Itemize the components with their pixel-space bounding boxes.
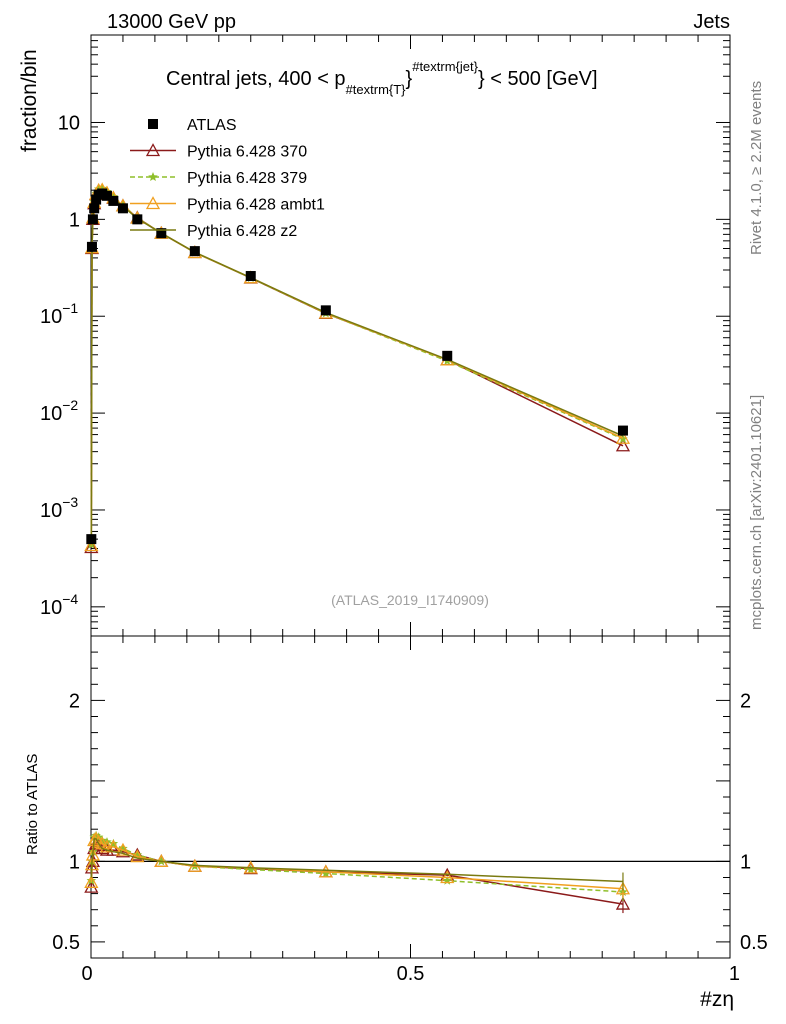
ratio-point (130, 849, 145, 863)
data-point (86, 241, 97, 252)
ratio-y-axis-label: Ratio to ATLAS (24, 754, 41, 855)
top-series-layer (84, 182, 631, 554)
y-tick-label: 10−2 (40, 397, 78, 425)
ratio-point (84, 874, 99, 888)
data-point (87, 214, 98, 225)
legend-label: Pythia 6.428 379 (187, 170, 307, 187)
ratio-y-tick-label-right: 1 (740, 851, 751, 873)
x-tick-label: 0.5 (397, 963, 425, 985)
legend: ATLAS Pythia 6.428 370 Pythia 6.428 379 Pyt… (130, 117, 325, 240)
data-point (615, 430, 631, 444)
legend-marker (148, 119, 158, 129)
ratio-point (440, 870, 455, 884)
data-point (84, 538, 99, 552)
ratio-point (246, 864, 256, 874)
legend-label: Pythia 6.428 370 (187, 144, 307, 161)
plot-title: Central jets, 400 < p#textrm{T}}#textrm{… (166, 59, 598, 97)
legend-marker (145, 143, 161, 157)
ratio-y-tick-label: 1 (69, 851, 80, 873)
legend-entry: Pythia 6.428 370 (130, 143, 307, 161)
series-atlas (86, 188, 628, 545)
ratio-point (106, 842, 121, 856)
ratio-y-tick-label-right: 0.5 (740, 932, 768, 954)
category-label: Jets (693, 11, 730, 33)
ratio-point (318, 864, 333, 878)
y-tick-label: 10−1 (40, 300, 78, 328)
data-point (117, 203, 128, 214)
data-point (618, 434, 628, 444)
series-pythia-6-428-ambt1 (84, 182, 631, 552)
y-tick-label: 1 (69, 209, 80, 231)
ratio-series-pythia-6-428-379 (86, 830, 628, 901)
y-axis-label: fraction/bin (18, 49, 41, 152)
ratio-axis-ticks: 2 21 10.5 0.50 0.5 1 (52, 636, 768, 985)
data-point (101, 190, 112, 201)
series-pythia-6-428-370 (84, 183, 631, 554)
legend-marker (148, 172, 158, 181)
x-tick-label: 1 (729, 963, 740, 985)
top-axis-ticks: 10 1 10−1 10−2 10−3 10−4 (40, 34, 731, 637)
series-line (90, 189, 624, 544)
ratio-point (321, 868, 331, 878)
ratio-point (85, 847, 101, 861)
series-line (90, 190, 624, 548)
series-pythia-6-428-z2 (90, 189, 624, 544)
rivet-version-label: Rivet 4.1.0, ≥ 2.2M events (748, 81, 765, 255)
legend-label: Pythia 6.428 z2 (187, 223, 297, 240)
ratio-point (115, 842, 131, 856)
data-point (89, 203, 100, 214)
y-tick-label: 10−3 (40, 494, 78, 522)
legend-entry: Pythia 6.428 z2 (130, 223, 297, 240)
ratio-point (442, 875, 452, 885)
data-point (245, 271, 256, 282)
series-line (90, 187, 624, 545)
ratio-point (84, 879, 99, 893)
ratio-line (90, 837, 624, 890)
x-axis-label: #zη (700, 988, 734, 1011)
legend-marker (145, 196, 161, 210)
ratio-point (89, 831, 104, 845)
data-point (442, 350, 453, 361)
legend-label: ATLAS (187, 117, 237, 134)
mcplots-label: mcplots.cern.ch [arXiv:2401.10621] (748, 395, 765, 630)
data-point (189, 246, 200, 257)
legend-entry: Pythia 6.428 ambt1 (130, 196, 325, 214)
legend-entry: ATLAS (148, 117, 237, 134)
ratio-series-pythia-6-428-z2 (90, 838, 624, 891)
ratio-point (615, 896, 631, 910)
y-tick-label: 10 (58, 112, 80, 134)
ratio-y-tick-label: 0.5 (52, 932, 80, 954)
data-point (615, 438, 631, 452)
data-point (156, 228, 167, 239)
ratio-y-tick-label: 2 (69, 690, 80, 712)
x-tick-label: 0 (81, 963, 92, 985)
ratio-series-pythia-6-428-ambt1 (84, 831, 631, 898)
data-point (617, 425, 628, 436)
series-line (90, 189, 624, 546)
ratio-point (91, 834, 106, 848)
data-point (86, 534, 97, 545)
ratio-point (118, 843, 128, 853)
ratio-panel (90, 635, 731, 959)
data-point (84, 540, 99, 554)
ratio-line (90, 838, 624, 883)
ratio-point (615, 881, 631, 895)
data-point (132, 214, 143, 225)
data-point (320, 305, 331, 316)
ratio-series-layer (84, 830, 631, 914)
y-tick-label: 10−4 (40, 591, 78, 619)
energy-label: 13000 GeV pp (107, 11, 236, 33)
ratio-y-tick-label-right: 2 (740, 690, 751, 712)
data-point (108, 195, 119, 206)
analysis-id: (ATLAS_2019_I1740909) (331, 592, 489, 608)
legend-label: Pythia 6.428 ambt1 (187, 197, 325, 214)
legend-entry: Pythia 6.428 379 (130, 170, 307, 187)
